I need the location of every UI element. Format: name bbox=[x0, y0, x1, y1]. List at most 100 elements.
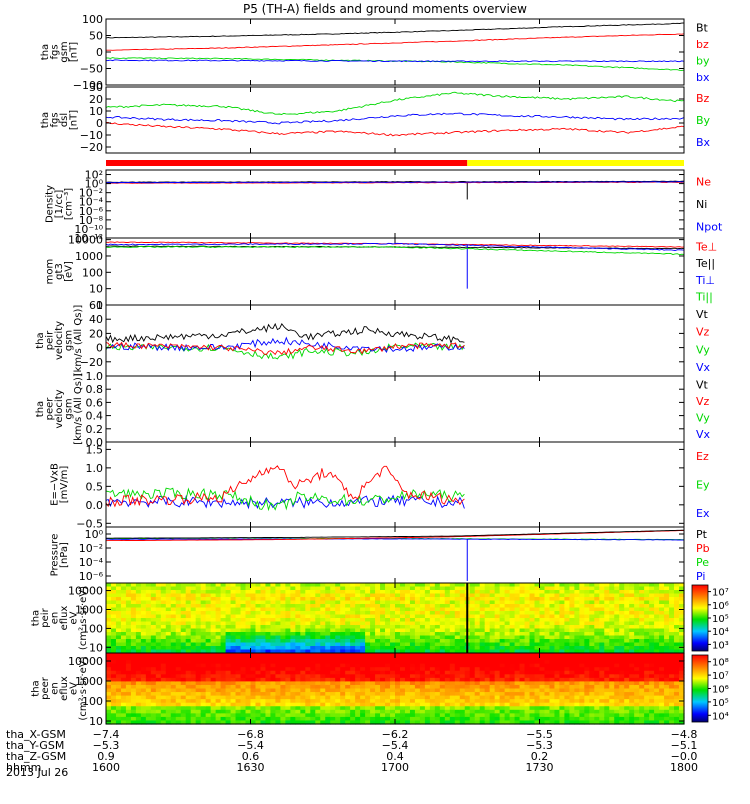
spectrogram-cell bbox=[450, 604, 456, 608]
spectrogram-cell bbox=[345, 625, 351, 629]
spectrogram-cell bbox=[251, 583, 257, 587]
spectrogram-cell bbox=[584, 608, 590, 612]
spectrogram-cell bbox=[540, 646, 546, 650]
spectrogram-cell bbox=[674, 646, 680, 650]
spectrogram-cell bbox=[375, 587, 381, 591]
spectrogram-cell bbox=[161, 632, 167, 636]
spectrogram-cell bbox=[420, 671, 426, 675]
spectrogram-cell bbox=[136, 590, 142, 594]
spectrogram-cell bbox=[146, 685, 152, 689]
spectrogram-cell bbox=[415, 639, 421, 643]
spectrogram-cell bbox=[360, 604, 366, 608]
spectrogram-cell bbox=[544, 615, 550, 619]
spectrogram-cell bbox=[609, 681, 615, 685]
spectrogram-cell bbox=[505, 699, 511, 703]
spectrogram-cell bbox=[111, 611, 117, 615]
spectrogram-cell bbox=[196, 657, 202, 661]
spectrogram-cell bbox=[445, 689, 451, 693]
spectrogram-cell bbox=[246, 629, 252, 633]
spectrogram-cell bbox=[559, 653, 565, 657]
series-line bbox=[106, 122, 684, 135]
spectrogram-cell bbox=[221, 674, 227, 678]
spectrogram-cell bbox=[285, 629, 291, 633]
legend-entry: Ey bbox=[696, 479, 710, 492]
spectrogram-cell bbox=[211, 608, 217, 612]
spectrogram-cell bbox=[265, 681, 271, 685]
spectrogram-cell bbox=[415, 696, 421, 700]
spectrogram-cell bbox=[520, 653, 526, 657]
spectrogram-cell bbox=[211, 685, 217, 689]
spectrogram-cell bbox=[485, 667, 491, 671]
spectrogram-cell bbox=[599, 692, 605, 696]
spectrogram-cell bbox=[360, 710, 366, 714]
spectrogram-cell bbox=[211, 667, 217, 671]
spectrogram-cell bbox=[295, 703, 301, 707]
spectrogram-cell bbox=[270, 703, 276, 707]
spectrogram-cell bbox=[455, 713, 461, 717]
spectrogram-cell bbox=[295, 608, 301, 612]
y-tick-label: 0.5 bbox=[86, 480, 104, 493]
spectrogram-cell bbox=[161, 710, 167, 714]
spectrogram-cell bbox=[654, 583, 660, 587]
spectrogram-cell bbox=[370, 689, 376, 693]
spectrogram-cell bbox=[246, 703, 252, 707]
spectrogram-cell bbox=[440, 594, 446, 598]
spectrogram-cell bbox=[520, 717, 526, 721]
spectrogram-cell bbox=[554, 583, 560, 587]
spectrogram-cell bbox=[231, 608, 237, 612]
spectrogram-cell bbox=[265, 653, 271, 657]
spectrogram-cell bbox=[181, 643, 187, 647]
spectrogram-cell bbox=[370, 685, 376, 689]
spectrogram-cell bbox=[574, 681, 580, 685]
spectrogram-cell bbox=[370, 604, 376, 608]
spectrogram-cell bbox=[485, 629, 491, 633]
spectrogram-cell bbox=[644, 653, 650, 657]
y-tick-label: 60 bbox=[89, 299, 103, 312]
spectrogram-cell bbox=[211, 590, 217, 594]
spectrogram-cell bbox=[285, 706, 291, 710]
spectrogram-cell bbox=[161, 608, 167, 612]
spectrogram-cell bbox=[649, 660, 655, 664]
spectrogram-cell bbox=[305, 667, 311, 671]
y-tick-label: 0.4 bbox=[86, 410, 104, 423]
spectrogram-cell bbox=[290, 587, 296, 591]
spectrogram-cell bbox=[285, 618, 291, 622]
spectrogram-cell bbox=[485, 597, 491, 601]
spectrogram-cell bbox=[300, 622, 306, 626]
spectrogram-cell bbox=[594, 699, 600, 703]
spectrogram-cell bbox=[186, 706, 192, 710]
spectrogram-cell bbox=[310, 678, 316, 682]
spectrogram-cell bbox=[400, 667, 406, 671]
spectrogram-cell bbox=[161, 713, 167, 717]
spectrogram-cell bbox=[136, 597, 142, 601]
spectrogram-cell bbox=[246, 678, 252, 682]
spectrogram-cell bbox=[325, 611, 331, 615]
spectrogram-cell bbox=[216, 639, 222, 643]
spectrogram-cell bbox=[599, 646, 605, 650]
spectrogram-cell bbox=[460, 653, 466, 657]
spectrogram-cell bbox=[535, 689, 541, 693]
spectrogram-cell bbox=[285, 696, 291, 700]
spectrogram-cell bbox=[659, 667, 665, 671]
spectrogram-cell bbox=[176, 618, 182, 622]
spectrogram-cell bbox=[500, 615, 506, 619]
spectrogram-cell bbox=[345, 590, 351, 594]
spectrogram-cell bbox=[221, 636, 227, 640]
spectrogram-cell bbox=[345, 717, 351, 721]
spectrogram-cell bbox=[644, 615, 650, 619]
spectrogram-cell bbox=[584, 653, 590, 657]
spectrogram-cell bbox=[530, 674, 536, 678]
spectrogram-cell bbox=[255, 692, 261, 696]
spectrogram-cell bbox=[535, 710, 541, 714]
spectrogram-cell bbox=[166, 622, 172, 626]
spectrogram-cell bbox=[609, 664, 615, 668]
status-bar-red bbox=[106, 160, 467, 166]
spectrogram-cell bbox=[206, 667, 212, 671]
spectrogram-cell bbox=[275, 713, 281, 717]
spectrogram-cell bbox=[420, 597, 426, 601]
spectrogram-cell bbox=[649, 710, 655, 714]
spectrogram-cell bbox=[275, 646, 281, 650]
spectrogram-cell bbox=[241, 681, 247, 685]
spectrogram-cell bbox=[599, 590, 605, 594]
spectrogram-cell bbox=[201, 587, 207, 591]
